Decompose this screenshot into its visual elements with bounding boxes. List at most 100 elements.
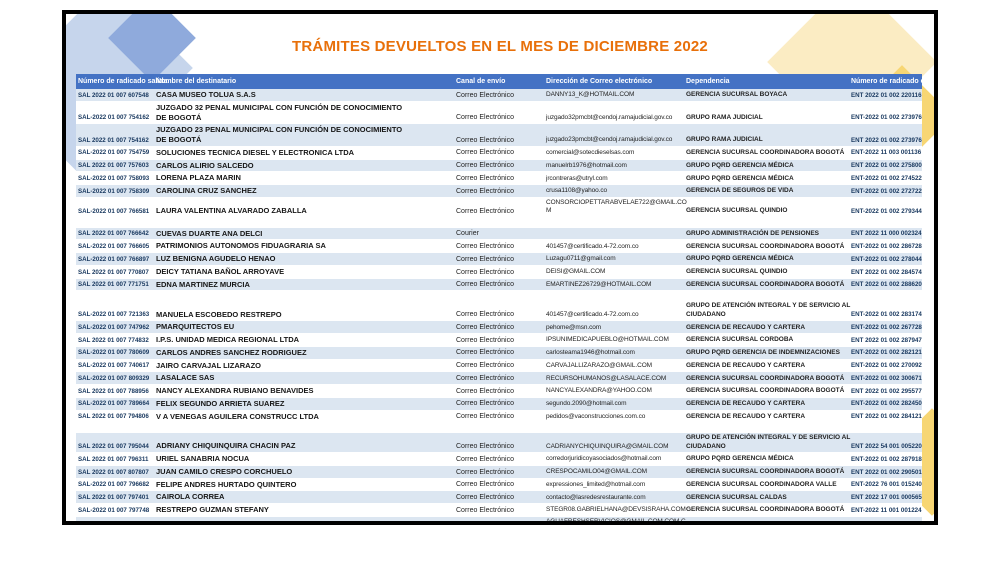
table-row: SAL 2022 01 007 794806 V A VENEGAS AGUIL… (76, 410, 922, 424)
cell-correo: CONSORCIOPETTARABVELAE722@GMAIL.CO M (544, 197, 687, 218)
spacer-row (76, 422, 922, 434)
cell-canal: Correo Electrónico (454, 197, 544, 218)
table-row: SAL-2022 01 007 807016 AGUAFRESH E U Cor… (76, 516, 922, 521)
table-row: SAL 2022 01 007 797401 CAIROLA CORREA Co… (76, 490, 922, 505)
cell-canal: Correo Electrónico (454, 159, 544, 173)
cell-canal: Correo Electrónico (454, 490, 544, 505)
cell-radicado-origen: ENT-2022 01 002 300671 (849, 371, 922, 385)
table-row: SAL-2022 01 007 721363 MANUELA ESCOBEDO … (76, 300, 922, 322)
table-row: SAL-2022 01 007 766605 PATRIMONIOS AUTON… (76, 239, 922, 254)
cell-dependencia: GERENCIA SUCURSAL COORDINADORA BOGOTÁ (684, 503, 849, 517)
cell-destinatario: LAURA VALENTINA ALVARADO ZABALLA (154, 197, 454, 218)
cell-destinatario: JUZGADO 23 PENAL MUNICIPAL CON FUNCIÓN D… (154, 123, 454, 147)
spacer-cell (76, 217, 922, 228)
cell-canal: Correo Electrónico (454, 265, 544, 279)
cell-canal: Correo Electrónico (454, 320, 544, 334)
cell-canal: Courier (454, 227, 544, 241)
col-header-canal: Canal de envío (454, 74, 544, 89)
cell-dependencia: GERENCIA DE SEGUROS DE VIDA (684, 184, 849, 198)
cell-radicado-origen: ENT 2022 17 001 000565 (849, 490, 922, 505)
cell-radicado-origen: ENT-2022 01 002 267728 (849, 320, 922, 334)
cell-dependencia: GERENCIA DE RECAUDO Y CARTERA (684, 359, 849, 373)
cell-radicado-salida: SAL 2022 01 007 807807 (76, 465, 154, 479)
table-row: SAL 2022 01 007 771751 EDNA MARTINEZ MUR… (76, 278, 922, 292)
cell-destinatario: CUEVAS DUARTE ANA DELCI (154, 227, 454, 241)
cell-radicado-salida: SAL-2022 01 007 796682 (76, 478, 154, 492)
cell-destinatario: DEICY TATIANA BAÑOL ARROYAVE (154, 265, 454, 279)
cell-canal: Correo Electrónico (454, 503, 544, 517)
cell-destinatario: PATRIMONIOS AUTONOMOS FIDUAGRARIA SA (154, 239, 454, 254)
cell-dependencia: GERENCIA SUCURSAL COORDINADORA BOGOTÁ (684, 239, 849, 254)
cell-radicado-salida: SAL 2022 01 007 796311 (76, 452, 154, 466)
table-row: SAL 2022 01 007 607548 CASA MUSEO TOLUA … (76, 89, 922, 102)
cell-radicado-origen: ENT-2022 01 002 287918 (849, 452, 922, 466)
cell-canal: Correo Electrónico (454, 478, 544, 492)
table-row: SAL-2022 01 007 796682 FELIPE ANDRES HUR… (76, 478, 922, 492)
cell-radicado-origen: ENT-2022 01 002 286728 (849, 239, 922, 254)
cell-canal: Correo Electrónico (454, 239, 544, 254)
cell-destinatario: FELIX SEGUNDO ARRIETA SUAREZ (154, 397, 454, 411)
cell-radicado-salida: SAL-2022 01 007 807016 (76, 516, 154, 521)
cell-radicado-salida: SAL 2022 01 007 766642 (76, 227, 154, 241)
cell-dependencia: GRUPO PQRD GERENCIA MÉDICA (684, 171, 849, 185)
page-title: TRÁMITES DEVUELTOS EN EL MES DE DICIEMBR… (292, 38, 708, 55)
cell-radicado-salida: SAL 2022 01 007 770807 (76, 265, 154, 279)
cell-correo: segundo.2090@hotmail.com (544, 397, 684, 411)
cell-dependencia: GRUPO PQRD GERENCIA MÉDICA (684, 252, 849, 266)
cell-canal: Correo Electrónico (454, 252, 544, 266)
cell-correo: comercial@sotecdieselsas.com (544, 146, 684, 160)
cell-dependencia: GRUPO ADMINISTRACIÓN DE PENSIONES (684, 227, 849, 241)
cell-radicado-salida: SAL-2022 01 007 766605 (76, 239, 154, 254)
cell-radicado-origen: ENT 2022 01 002 287947 (849, 333, 922, 347)
cell-correo: contacto@lasredesrestaurante.com (544, 490, 684, 505)
cell-correo: corredorjuridicoyasociados@hotmail.com (544, 452, 684, 466)
cell-radicado-origen: ENT-2022 01 002 279344 (849, 197, 922, 218)
cell-correo: 401457@certificado.4-72.com.co (544, 239, 684, 254)
cell-canal: Correo Electrónico (454, 397, 544, 411)
cell-radicado-origen: ENT-2022 01 002 282450 (849, 397, 922, 411)
cell-correo: pedidos@vaconstrucciones.com.co (544, 410, 684, 424)
table-row: SAL-2022 01 007 754759 SOLUCIONES TECNIC… (76, 146, 922, 160)
cell-correo: DANNY13_K@HOTMAIL.COM (544, 89, 684, 102)
cell-dependencia: GERENCIA SUCURSAL CALDAS (684, 490, 849, 505)
col-header-dependencia: Dependencia (684, 74, 849, 89)
table-row: SAL 2022 01 007 757603 CARLOS ALIRIO SAL… (76, 159, 922, 173)
cell-radicado-salida: SAL-2022 01 007 740617 (76, 359, 154, 373)
cell-radicado-salida: SAL 2022 01 007 774832 (76, 333, 154, 347)
cell-radicado-origen: ENT 2022 54 001 005220 (849, 432, 922, 454)
cell-canal: Correo Electrónico (454, 333, 544, 347)
table-row: SAL 2022 01 007 788956 NANCY ALEXANDRA R… (76, 384, 922, 398)
cell-destinatario: CAIROLA CORREA (154, 490, 454, 505)
table-row: SAL-2022 01 007 780609 CARLOS ANDRES SAN… (76, 346, 922, 360)
cell-radicado-salida: SAL 2022 01 007 757603 (76, 159, 154, 173)
cell-canal: Correo Electrónico (454, 184, 544, 198)
col-header-correo: Dirección de Correo electrónico (544, 74, 684, 89)
cell-radicado-origen: ENT 2022 01 002 220116 (849, 89, 922, 102)
cell-correo: CADRIANYCHIQUINQUIRA@GMAIL.COM (544, 432, 684, 454)
cell-dependencia: GRUPO PQRD GERENCIA MÉDICA (684, 159, 849, 173)
cell-canal: Correo Electrónico (454, 101, 544, 125)
table-body: SAL 2022 01 007 607548 CASA MUSEO TOLUA … (76, 89, 922, 521)
slide: TRÁMITES DEVUELTOS EN EL MES DE DICIEMBR… (62, 10, 938, 525)
cell-canal: Correo Electrónico (454, 410, 544, 424)
cell-radicado-origen: ENT-2022 76 001 015240 (849, 478, 922, 492)
cell-destinatario: CARLOS ALIRIO SALCEDO (154, 159, 454, 173)
cell-canal: Correo Electrónico (454, 171, 544, 185)
table-row: SAL-2022 01 007 809329 LASALACE SAS Corr… (76, 371, 922, 385)
cell-correo (544, 227, 684, 241)
table-row: SAL-2022 01 007 740617 JAIRO CARVAJAL LI… (76, 359, 922, 373)
cell-destinatario: LUZ BENIGNA AGUDELO HENAO (154, 252, 454, 266)
cell-correo: RECURSOHUMANOS@LASALACE.COM (544, 371, 684, 385)
cell-radicado-origen: ENT 2022 01 002 295577 (849, 384, 922, 398)
cell-radicado-origen: ENT-2022 11 003 001136 (849, 146, 922, 160)
cell-dependencia: GERENCIA SUCURSAL BOYACA (684, 89, 849, 102)
cell-radicado-salida: SAL-2022 01 007 758093 (76, 171, 154, 185)
cell-correo: STEGR08.GABRIELHANA@DEVSISRAHA.COM (544, 503, 686, 517)
cell-dependencia: GERENCIA SUCURSAL QUINDIO (684, 265, 849, 279)
spacer-cell (76, 290, 922, 302)
cell-radicado-salida: SAL-2022 01 007 758309 (76, 184, 154, 198)
cell-destinatario: LASALACE SAS (154, 371, 454, 385)
cell-destinatario: I.P.S. UNIDAD MEDICA REGIONAL LTDA (154, 333, 454, 347)
cell-destinatario: MANUELA ESCOBEDO RESTREPO (154, 300, 454, 322)
cell-correo: NANCYALEXANDRA@YAHOO.COM (544, 384, 684, 398)
